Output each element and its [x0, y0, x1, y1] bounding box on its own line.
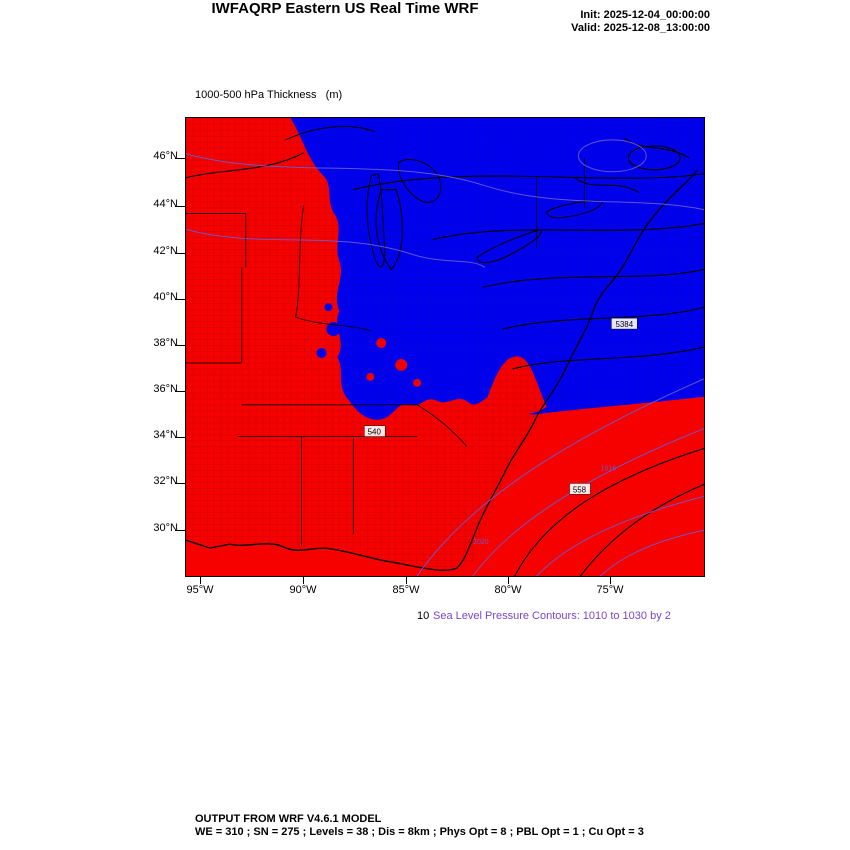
lon-tick-label: 80°W — [494, 584, 522, 596]
model-config-line: WE = 310 ; SN = 275 ; Levels = 38 ; Dis … — [195, 826, 644, 838]
legend-thickness-1: 1000-500 hPa Thickness (m) — [195, 89, 343, 101]
lat-tick-label: 40°N — [153, 291, 178, 303]
thickness-label: 558 — [573, 485, 587, 494]
page-title: IWFAQRP Eastern US Real Time WRF — [211, 0, 479, 17]
lat-tick-label: 34°N — [153, 429, 178, 441]
valid-timestamp: Valid: 2025-12-08_13:00:00 — [571, 22, 710, 34]
lon-tick-label: 95°W — [186, 584, 214, 596]
lat-tick-mark — [175, 253, 185, 254]
lon-tick-mark — [303, 577, 304, 584]
thickness-contours — [185, 137, 705, 577]
lat-tick-label: 42°N — [153, 245, 178, 257]
lat-tick-mark — [175, 437, 185, 438]
lon-tick-label: 85°W — [392, 584, 420, 596]
slp-label: 1016 — [601, 465, 617, 472]
lat-tick-mark — [175, 299, 185, 300]
lat-tick-label: 32°N — [153, 475, 178, 487]
lat-tick-label: 46°N — [153, 150, 178, 162]
slp-contours — [185, 139, 705, 577]
lon-tick-mark — [610, 577, 611, 584]
lon-tick-mark — [508, 577, 509, 584]
lon-tick-mark — [200, 577, 201, 584]
lat-tick-label: 30°N — [153, 522, 178, 534]
lat-tick-mark — [175, 391, 185, 392]
lat-tick-label: 38°N — [153, 337, 178, 349]
slp-contour-note: Sea Level Pressure Contours: 1010 to 103… — [433, 610, 671, 622]
map-frame: 5384 558 540 1016 1020 — [185, 117, 705, 577]
state-borders — [186, 157, 585, 547]
lat-tick-label: 44°N — [153, 198, 178, 210]
lon-tick-label: 90°W — [289, 584, 317, 596]
slp-label: 1020 — [473, 539, 489, 546]
contour-labels: 5384 558 540 1016 1020 — [364, 317, 638, 546]
wrf-map-plot: 5384 558 540 1016 1020 — [185, 118, 705, 577]
coastline — [185, 169, 699, 571]
lon-tick-mark — [406, 577, 407, 584]
thickness-label: 540 — [368, 428, 382, 437]
great-lakes — [285, 125, 604, 268]
lat-tick-label: 36°N — [153, 383, 178, 395]
lat-tick-mark — [175, 483, 185, 484]
lat-tick-mark — [175, 206, 185, 207]
clipped-contour-label: 10 — [417, 610, 430, 622]
thickness-label: 5384 — [615, 320, 633, 329]
lon-tick-label: 75°W — [596, 584, 624, 596]
lat-tick-mark — [175, 345, 185, 346]
model-output-line: OUTPUT FROM WRF V4.6.1 MODEL — [195, 813, 382, 825]
lat-tick-mark — [175, 530, 185, 531]
lat-tick-mark — [175, 158, 185, 159]
init-timestamp: Init: 2025-12-04_00:00:00 — [580, 9, 710, 21]
